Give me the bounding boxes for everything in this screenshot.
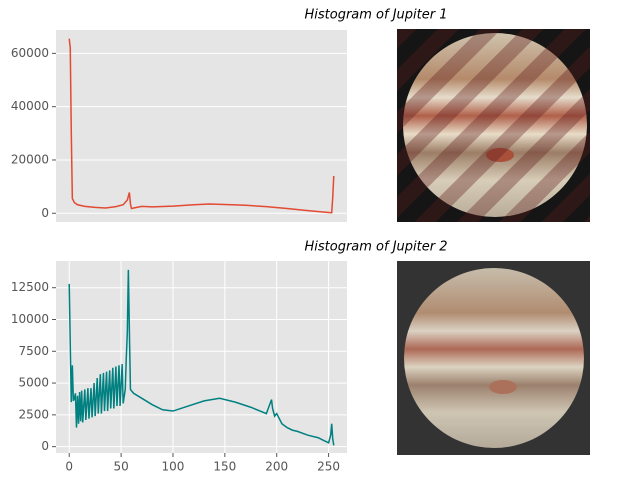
line (68, 38, 335, 214)
x-tick-label: 200 (265, 460, 288, 474)
y-tick-label: 60000 (11, 46, 49, 60)
y-tick-label: 20000 (11, 152, 49, 166)
y-tick-label: 5000 (18, 376, 49, 390)
line (68, 269, 335, 446)
plot-area (56, 30, 347, 222)
plot-area (56, 261, 347, 453)
x-tick-label: 0 (65, 460, 73, 474)
x-tick-label: 250 (317, 460, 340, 474)
y-tick-label: 0 (41, 439, 49, 453)
y-tick-label: 10000 (11, 312, 49, 326)
y-tick-label: 2500 (18, 407, 49, 421)
image-2 (397, 261, 590, 455)
y-tick-label: 0 (41, 206, 49, 220)
image-1 (397, 29, 590, 222)
chart-title: Histogram of Jupiter 2 (304, 240, 447, 255)
x-tick-label: 50 (113, 460, 128, 474)
y-tick-label: 40000 (11, 99, 49, 113)
y-tick-label: 12500 (11, 280, 49, 294)
chart-title: Histogram of Jupiter 1 (304, 8, 447, 23)
x-tick-label: 100 (162, 460, 185, 474)
y-tick-label: 7500 (18, 344, 49, 358)
x-tick-label: 150 (213, 460, 236, 474)
